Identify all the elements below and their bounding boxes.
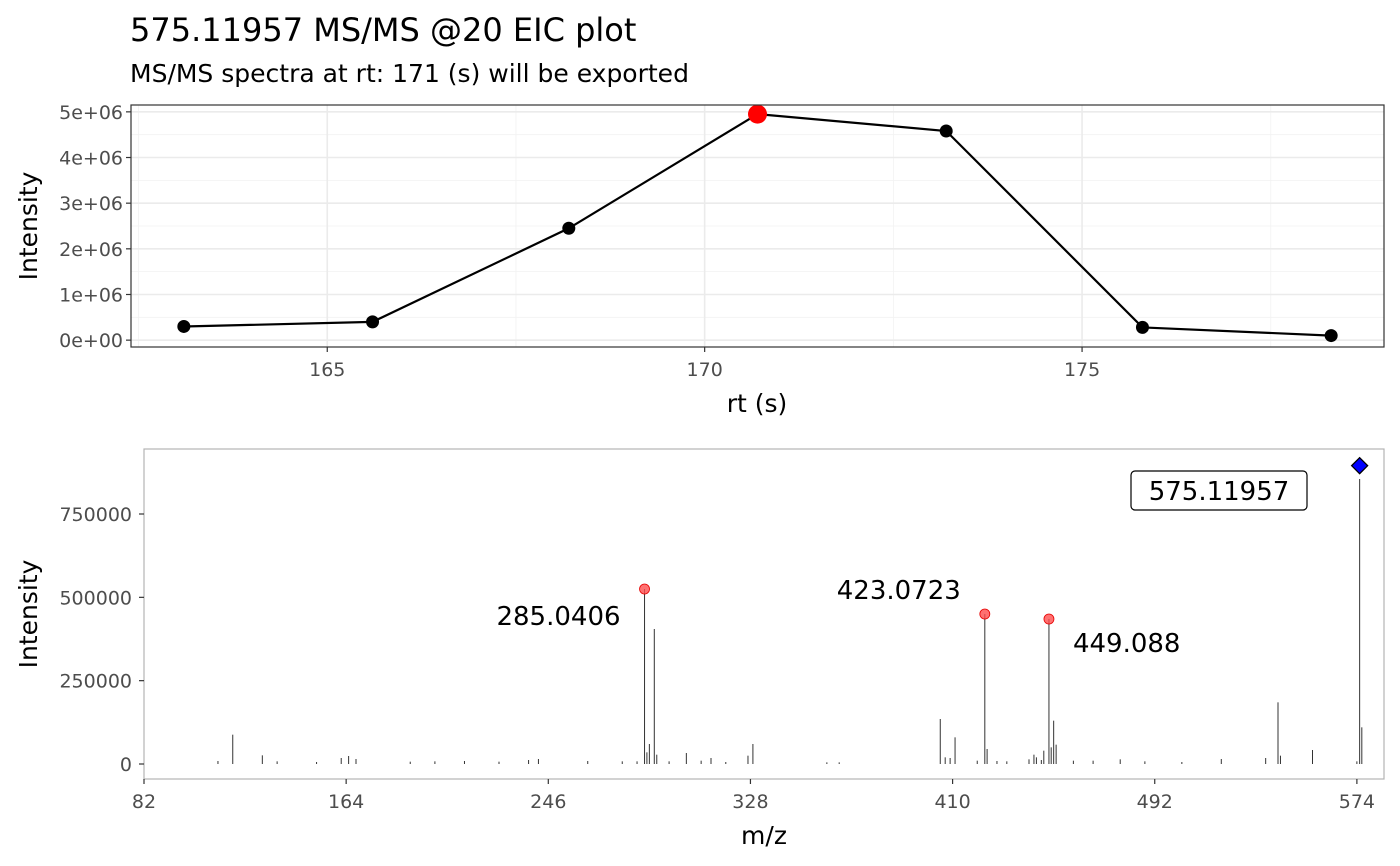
precursor-label-box (1130, 470, 1308, 511)
eic-data-point (939, 124, 953, 138)
precursor-marker (1350, 456, 1369, 475)
spectrum-panel: 285.0406 423.0723 449.088 575.11957 0 250000… (14, 448, 1385, 850)
spectrum-markers (639, 456, 1369, 625)
peak-label: 449.088 (1073, 629, 1181, 659)
eic-y-tick-label: 1e+06 (59, 284, 123, 306)
eic-y-axis-title: Intensity (14, 171, 43, 280)
labelled-peak-marker (979, 608, 991, 620)
eic-x-axis-title: rt (s) (727, 389, 788, 418)
spectrum-x-axis: 82 164 246 328 410 492 574 (132, 779, 1375, 813)
spectrum-y-tick-label: 500000 (59, 587, 132, 609)
spectrum-x-axis-title: m/z (741, 821, 787, 850)
eic-y-tick-label: 5e+06 (59, 102, 123, 124)
spectrum-y-axis-title: Intensity (14, 559, 43, 668)
spectrum-y-tick-label: 750000 (59, 504, 132, 526)
spectrum-x-tick-label: 82 (132, 791, 156, 813)
spectrum-x-tick-label: 328 (732, 791, 768, 813)
spectrum-y-axis: 0 250000 500000 750000 (59, 504, 144, 776)
spectrum-x-tick-label: 492 (1137, 791, 1173, 813)
spectrum-x-tick-label: 164 (328, 791, 364, 813)
chart-subtitle: MS/MS spectra at rt: 171 (s) will be exp… (130, 59, 689, 88)
peak-label: 285.0406 (496, 602, 620, 632)
eic-data-point (177, 319, 191, 333)
eic-data-point (1324, 329, 1338, 343)
spectrum-y-tick-label: 0 (120, 754, 132, 776)
eic-x-tick-label: 165 (309, 359, 345, 381)
eic-points (177, 104, 1338, 343)
eic-y-tick-label: 2e+06 (59, 239, 123, 261)
eic-highlight-point (748, 104, 767, 124)
spectrum-labels: 285.0406 423.0723 449.088 575.11957 (496, 470, 1308, 659)
spectrum-peaks (217, 479, 1363, 764)
eic-data-point (366, 315, 380, 329)
spectrum-x-tick-label: 574 (1339, 791, 1375, 813)
eic-panel: 0e+00 1e+06 2e+06 3e+06 4e+06 5e+06 165 170 175… (14, 102, 1385, 418)
eic-panel-border (130, 104, 1385, 348)
labelled-peak-marker (639, 583, 650, 595)
spectrum-x-tick-label: 246 (530, 791, 566, 813)
eic-y-tick-label: 3e+06 (59, 193, 123, 215)
eic-data-point (562, 221, 576, 235)
eic-x-tick-label: 175 (1064, 359, 1100, 381)
peak-label: 423.0723 (837, 576, 961, 606)
eic-x-tick-label: 170 (687, 359, 723, 381)
labelled-peak-marker (1043, 613, 1055, 625)
chart-title: 575.11957 MS/MS @20 EIC plot (130, 11, 636, 49)
spectrum-y-tick-label: 250000 (59, 671, 132, 693)
eic-y-tick-label: 4e+06 (59, 148, 123, 170)
eic-x-axis: 165 170 175 (309, 347, 1100, 381)
precursor-label: 575.11957 (1149, 477, 1290, 507)
spectrum-panel-border (143, 448, 1385, 780)
eic-data-point (1135, 320, 1149, 334)
eic-y-axis: 0e+00 1e+06 2e+06 3e+06 4e+06 5e+06 (59, 102, 131, 352)
spectrum-x-tick-label: 410 (934, 791, 970, 813)
eic-y-tick-label: 0e+00 (59, 330, 123, 352)
